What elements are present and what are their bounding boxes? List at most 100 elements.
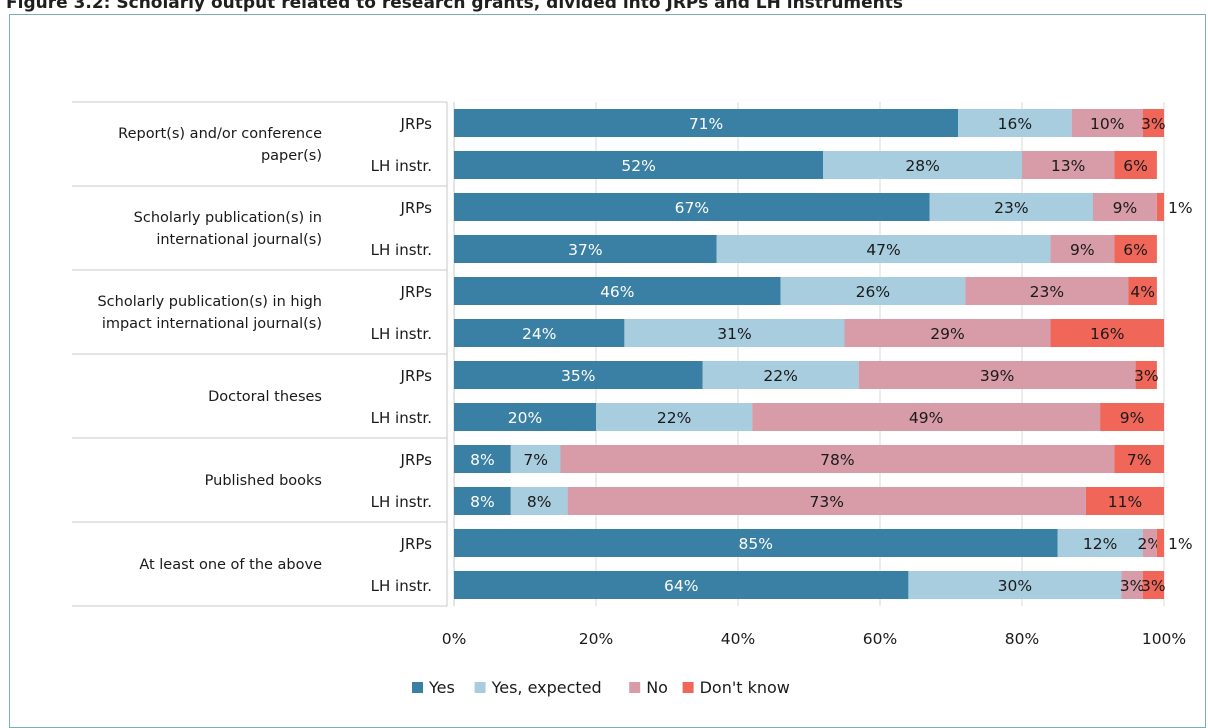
data-label: 1% (1168, 535, 1193, 553)
bar-segment (1071, 109, 1143, 137)
row-label: JRPs (400, 199, 433, 217)
bar-segment (454, 235, 717, 263)
data-label: 46% (600, 283, 634, 301)
data-label: 85% (739, 535, 773, 553)
bar-segment (510, 445, 561, 473)
x-tick-label: 20% (579, 630, 613, 648)
data-label: 7% (1127, 451, 1152, 469)
row-label: LH instr. (371, 157, 432, 175)
data-label: 39% (980, 367, 1014, 385)
category-label: Scholarly publication(s) in (134, 210, 322, 226)
row-label: LH instr. (371, 325, 432, 343)
data-label: 3% (1134, 367, 1159, 385)
data-label: 13% (1051, 157, 1085, 175)
x-tick-label: 40% (721, 630, 755, 648)
bar-segment (1142, 109, 1164, 137)
category-label: paper(s) (261, 148, 322, 164)
bar-segment (560, 445, 1115, 473)
data-label: 9% (1113, 199, 1138, 217)
row-label: LH instr. (371, 493, 432, 511)
data-label: 9% (1120, 409, 1145, 427)
data-label: 23% (994, 199, 1028, 217)
bar-segment (958, 109, 1072, 137)
row-label: LH instr. (371, 409, 432, 427)
row-label: JRPs (400, 451, 433, 469)
data-label: 24% (522, 325, 556, 343)
bar-segment (567, 487, 1086, 515)
data-label: 67% (675, 199, 709, 217)
category-label: impact international journal(s) (102, 316, 322, 332)
data-label: 26% (856, 283, 890, 301)
bar-segment (780, 277, 966, 305)
bar-segment (1022, 151, 1115, 179)
data-label: 6% (1123, 241, 1148, 259)
bar-segment (858, 361, 1136, 389)
x-tick-label: 80% (1005, 630, 1039, 648)
category-label: At least one of the above (139, 557, 322, 573)
bar-segment (596, 403, 753, 431)
data-label: 37% (568, 241, 602, 259)
bar-segment (1057, 529, 1143, 557)
legend-swatch (629, 682, 641, 693)
bar-segment (908, 571, 1122, 599)
bar-segment (1093, 193, 1157, 221)
bar-segment (1121, 571, 1143, 599)
bar-segment (1142, 571, 1164, 599)
data-label: 7% (523, 451, 548, 469)
bar-segment (1114, 235, 1157, 263)
data-label: 16% (998, 115, 1032, 133)
row-label: LH instr. (371, 241, 432, 259)
data-label: 12% (1083, 535, 1117, 553)
category-label: Scholarly publication(s) in high (97, 294, 322, 310)
bar-segment (1128, 277, 1157, 305)
bar-segment (1156, 529, 1164, 557)
data-label: 23% (1030, 283, 1064, 301)
bar-segment (454, 109, 959, 137)
bar-segment (1085, 487, 1164, 515)
legend-swatch (412, 682, 423, 693)
data-label: 16% (1090, 325, 1124, 343)
bar-segment (510, 487, 568, 515)
bar-segment (624, 319, 845, 347)
bar-segment (1142, 529, 1157, 557)
bar-segment (1100, 403, 1164, 431)
data-label: 71% (689, 115, 723, 133)
row-label: JRPs (400, 115, 433, 133)
data-label: 6% (1123, 157, 1148, 175)
bar-segment (1114, 151, 1157, 179)
category-label: Published books (205, 473, 322, 489)
bar-segment (1050, 235, 1115, 263)
bar-segment (823, 151, 1022, 179)
data-label: 49% (909, 409, 943, 427)
bar-segment (454, 361, 703, 389)
bar-segment (752, 403, 1101, 431)
data-label: 30% (998, 577, 1032, 595)
bar-segment (929, 193, 1093, 221)
x-tick-label: 60% (863, 630, 897, 648)
data-label: 3% (1141, 577, 1166, 595)
data-label: 11% (1108, 493, 1142, 511)
bar-segment (702, 361, 859, 389)
data-label: 28% (905, 157, 939, 175)
legend-swatch (682, 682, 694, 693)
data-label: 3% (1120, 577, 1145, 595)
data-label: 8% (470, 493, 495, 511)
bar-segment (1135, 361, 1157, 389)
data-label: 2% (1138, 535, 1163, 553)
row-label: JRPs (400, 367, 433, 385)
legend-label: Don't know (700, 678, 790, 697)
bar-segment (454, 529, 1058, 557)
data-label: 29% (930, 325, 964, 343)
row-label: JRPs (400, 535, 433, 553)
data-label: 22% (657, 409, 691, 427)
figure-caption: Figure 3.2: Scholarly output related to … (6, 0, 904, 13)
data-label: 3% (1141, 115, 1166, 133)
data-label: 4% (1130, 283, 1155, 301)
data-label: 20% (508, 409, 542, 427)
legend-label: Yes, expected (491, 678, 602, 697)
bar-segment (716, 235, 1051, 263)
bar-segment (454, 445, 511, 473)
data-label: 8% (470, 451, 495, 469)
